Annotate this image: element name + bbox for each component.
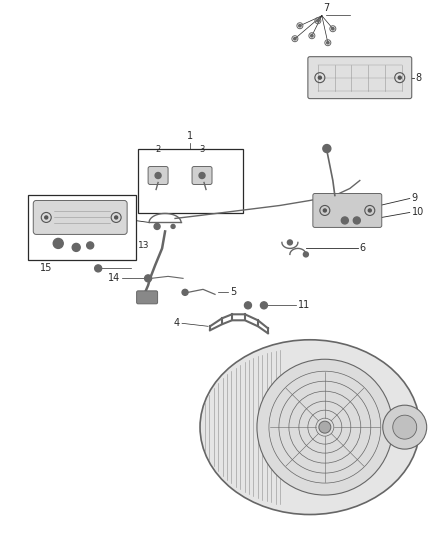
- FancyBboxPatch shape: [313, 193, 382, 228]
- Circle shape: [287, 240, 293, 245]
- Circle shape: [317, 20, 319, 22]
- Circle shape: [332, 28, 334, 30]
- Text: 8: 8: [416, 72, 422, 83]
- Text: 9: 9: [412, 193, 418, 204]
- FancyBboxPatch shape: [33, 200, 127, 235]
- Circle shape: [323, 144, 331, 152]
- Circle shape: [311, 35, 313, 37]
- Circle shape: [383, 405, 427, 449]
- Text: 7: 7: [323, 3, 329, 13]
- Circle shape: [171, 224, 175, 229]
- Text: 3: 3: [199, 144, 205, 154]
- Circle shape: [155, 173, 161, 179]
- Circle shape: [368, 209, 371, 212]
- Circle shape: [398, 76, 401, 79]
- Circle shape: [72, 244, 80, 252]
- Circle shape: [393, 415, 417, 439]
- FancyBboxPatch shape: [137, 291, 158, 304]
- Text: 5: 5: [230, 287, 236, 297]
- Bar: [28, 196, 136, 261]
- FancyBboxPatch shape: [192, 166, 212, 184]
- Circle shape: [115, 216, 118, 219]
- Text: 4: 4: [174, 318, 180, 328]
- Circle shape: [294, 37, 296, 40]
- Circle shape: [319, 421, 331, 433]
- Circle shape: [323, 209, 326, 212]
- Circle shape: [341, 217, 348, 224]
- Text: 1: 1: [187, 131, 193, 141]
- Circle shape: [261, 302, 268, 309]
- Circle shape: [145, 275, 152, 282]
- Text: 14: 14: [108, 273, 120, 284]
- Bar: [138, 149, 243, 213]
- Circle shape: [53, 238, 63, 248]
- Text: 13: 13: [138, 241, 150, 250]
- Circle shape: [353, 217, 360, 224]
- Circle shape: [95, 265, 102, 272]
- FancyBboxPatch shape: [148, 166, 168, 184]
- Circle shape: [257, 359, 393, 495]
- Text: 2: 2: [155, 144, 161, 154]
- Text: 10: 10: [412, 207, 424, 217]
- Text: 11: 11: [298, 300, 310, 310]
- Circle shape: [199, 173, 205, 179]
- Circle shape: [327, 42, 329, 44]
- Circle shape: [45, 216, 48, 219]
- Text: 15: 15: [40, 263, 53, 273]
- FancyBboxPatch shape: [308, 56, 412, 99]
- Circle shape: [87, 242, 94, 249]
- Circle shape: [154, 223, 160, 229]
- Circle shape: [182, 289, 188, 295]
- Ellipse shape: [200, 340, 420, 514]
- Text: 12: 12: [106, 213, 118, 223]
- Circle shape: [304, 252, 308, 257]
- Circle shape: [244, 302, 251, 309]
- Circle shape: [299, 25, 301, 27]
- Circle shape: [318, 76, 321, 79]
- Text: 6: 6: [360, 244, 366, 253]
